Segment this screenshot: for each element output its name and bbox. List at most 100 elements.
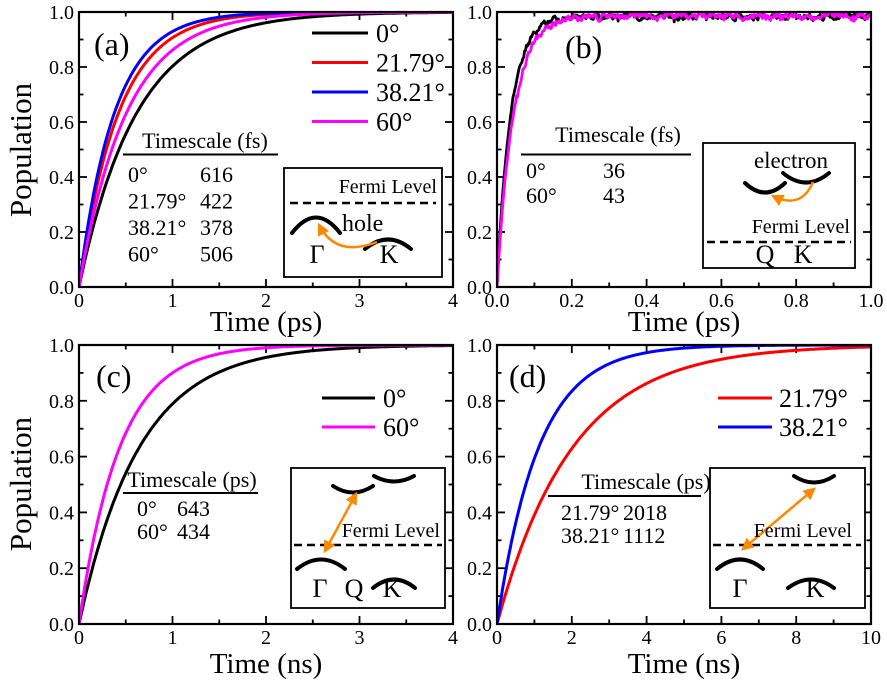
- panel-a-xaxis-title: Time (ps): [209, 306, 323, 338]
- timescale-angle-cell: 0°: [128, 162, 148, 187]
- panel-c-ytick-label: 0.8: [49, 391, 74, 413]
- panel-b-tick-labels: 0.0 0.2 0.4 0.6 0.8 1.0 0.0 0.2 0.4 0.6 0.8 1.0: [467, 2, 884, 312]
- panel-a-ytick-label: 0.0: [49, 277, 74, 299]
- legend-entry-label: 38.21°: [376, 78, 445, 107]
- timescale-title: Timescale (fs): [142, 128, 268, 153]
- panel-b-xtick-label: 0.2: [559, 290, 584, 312]
- panel-a-xtick-label: 0: [74, 290, 84, 312]
- panel-a-ytick-label: 0.6: [49, 112, 74, 134]
- panel-a-xtick-label: 1: [168, 290, 178, 312]
- panel-b-ytick-label: 1.0: [467, 2, 492, 24]
- band-curve: [372, 474, 416, 484]
- timescale-angle-cell: 60°: [526, 183, 557, 208]
- timescale-angle-cell: 38.21°: [128, 215, 186, 240]
- panel-b: 0.0 0.2 0.4 0.6 0.8 1.0 0.0 0.2 0.4 0.6 0.8 1.0 Time…: [467, 2, 884, 312]
- timescale-angle-cell: 60°: [137, 519, 168, 544]
- panel-b-xtick-label: 0.0: [485, 290, 510, 312]
- panel-b-xaxis-title: Time (ps): [627, 306, 741, 338]
- panel-c-xtick-label: 0: [74, 627, 84, 649]
- panel-b-timescale-table: Timescale (fs) 0° 36 60° 43: [521, 122, 691, 208]
- panel-b-ytick-label: 0.4: [467, 167, 492, 189]
- legend-entry-label: 21.79°: [376, 49, 445, 78]
- panel-b-ytick-label: 0.2: [467, 222, 492, 244]
- panel-c-ytick-label: 0.4: [49, 502, 74, 524]
- band-curve: [743, 181, 787, 195]
- panel-a-ytick-label: 0.8: [49, 57, 74, 79]
- panel-d-xtick-label: 8: [791, 627, 801, 649]
- timescale-angle-cell: 38.21°: [561, 523, 619, 548]
- timescale-value-cell: 434: [177, 519, 210, 544]
- legend-entry-label: 0°: [376, 19, 399, 48]
- panel-b-xtick-label: 0.4: [634, 290, 659, 312]
- panel-b-series-1-curve: [497, 12, 871, 287]
- legend-entry-label: 21.79°: [779, 384, 848, 413]
- panel-a-tick-labels: 0 1 2 3 4 0.0 0.2 0.4 0.6 0.8 1.0: [49, 2, 458, 312]
- row1-yaxis-title: Population: [3, 82, 38, 218]
- inset-box: [283, 167, 443, 278]
- panel-d-xtick-label: 2: [567, 627, 577, 649]
- panel-c-legend: 0°60°: [322, 384, 419, 442]
- panel-c-letter: (c): [96, 358, 132, 394]
- panel-a-letter: (a): [94, 26, 130, 62]
- panel-a-ytick-label: 1.0: [49, 2, 74, 24]
- panel-c: 0 1 2 3 40.00.20.40.60.81.00°60°Timescale (p…: [49, 335, 458, 649]
- band-curve: [295, 557, 347, 571]
- timescale-value-cell: 36: [603, 158, 625, 183]
- inset-label-k2: K: [383, 574, 402, 603]
- timescale-value-cell: 2018: [623, 500, 667, 525]
- panel-d-ytick-label: 0.4: [467, 502, 492, 524]
- panel-a-xtick-label: 4: [448, 290, 458, 312]
- timescale-title: Timescale (ps): [127, 467, 256, 492]
- panel-c-timescale-table: Timescale (ps) 0° 643 60° 434: [123, 467, 258, 544]
- inset-label-carrier_label: electron: [754, 148, 829, 173]
- timescale-angle-cell: 0°: [137, 496, 157, 521]
- panel-d-xtick-label: 10: [861, 627, 881, 649]
- panel-b-letter: (b): [565, 29, 603, 65]
- band-curve: [290, 215, 342, 235]
- panel-a-timescale-table: Timescale (fs) 0° 616 21.79° 422 38.21° 378 60°…: [123, 128, 278, 267]
- panel-a-ytick-label: 0.4: [49, 167, 74, 189]
- panel-a: 0 1 2 3 40.00.20.40.60.81.00°21.79°38.21°60°…: [49, 2, 458, 312]
- inset-label-fermi_label: Fermi Level: [342, 520, 441, 542]
- panel-c-xtick-label: 2: [261, 627, 271, 649]
- legend-entry-label: 60°: [376, 108, 412, 137]
- panel-d-ytick-label: 0.6: [467, 447, 492, 469]
- panel-b-xtick-label: 0.8: [784, 290, 809, 312]
- panel-d-xtick-label: 4: [642, 627, 652, 649]
- legend-entry-label: 38.21°: [779, 413, 848, 442]
- panel-d-letter: (d): [509, 358, 547, 394]
- panel-c-tick-labels: 0 1 2 3 4 0.0 0.2 0.4 0.6 0.8 1.0: [49, 335, 458, 649]
- panel-a-inset: Fermi Level hole Γ K: [283, 167, 443, 278]
- panel-a-series-2-curve: [79, 12, 453, 287]
- panel-d-ytick-label: 0.0: [467, 614, 492, 636]
- timescale-angle-cell: 0°: [526, 158, 546, 183]
- panel-d-ytick-label: 0.2: [467, 558, 492, 580]
- panel-d-xtick-label: 6: [716, 627, 726, 649]
- panel-a-frame: [77, 10, 455, 289]
- panel-c-xtick-label: 4: [448, 627, 458, 649]
- panel-b-ytick-label: 0.0: [467, 277, 492, 299]
- panel-b-frame: [495, 10, 873, 289]
- timescale-value-cell: 506: [200, 242, 233, 267]
- panel-a-xtick-label: 2: [261, 290, 271, 312]
- inset-label-fermi_label: Fermi Level: [752, 216, 851, 238]
- panel-b-xtick-label: 1.0: [859, 290, 884, 312]
- timescale-value-cell: 1112: [623, 523, 665, 548]
- transition-double-arrow: [323, 491, 358, 554]
- panel-a-xtick-label: 3: [355, 290, 365, 312]
- inset-label-fermi_label: Fermi Level: [754, 520, 853, 542]
- timescale-value-cell: 378: [200, 215, 233, 240]
- band-curve: [792, 474, 836, 485]
- timescale-angle-cell: 21.79°: [128, 189, 186, 214]
- inset-label-k1: K: [380, 240, 399, 269]
- timescale-angle-cell: 60°: [128, 242, 159, 267]
- panel-d-tick-labels: 0 2 4 6 8 10 0.0 0.2 0.4 0.6 0.8 1.0: [467, 335, 881, 649]
- timescale-angle-cell: 21.79°: [561, 500, 619, 525]
- panel-d-legend: 21.79°38.21°: [718, 384, 848, 442]
- inset-label-fermi_label: Fermi Level: [339, 176, 438, 198]
- transfer-arrow: [770, 181, 815, 207]
